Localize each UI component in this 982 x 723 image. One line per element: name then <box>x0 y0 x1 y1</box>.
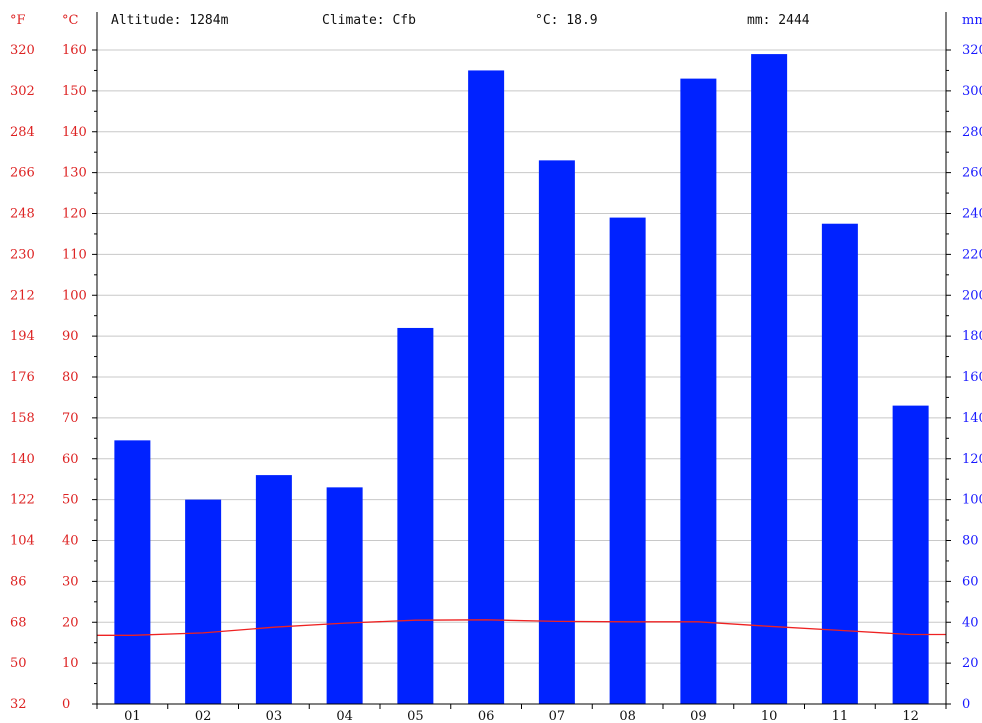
fahrenheit-tick-label: 140 <box>10 452 35 467</box>
celsius-tick-label: 140 <box>62 125 87 140</box>
fahrenheit-tick-label: 212 <box>10 288 35 303</box>
mm-tick-label: 0 <box>962 697 970 712</box>
precipitation-bar <box>326 487 363 704</box>
celsius-tick-label: 80 <box>62 370 79 385</box>
fahrenheit-tick-label: 248 <box>10 207 35 222</box>
fahrenheit-tick-label: 158 <box>10 411 35 426</box>
precipitation-bar <box>185 499 222 704</box>
precipitation-bar <box>892 405 929 704</box>
month-tick-label: 11 <box>832 709 849 723</box>
month-tick-label: 10 <box>761 709 778 723</box>
gridlines <box>97 49 946 664</box>
fahrenheit-tick-label: 230 <box>10 247 35 262</box>
mm-tick-label: 260 <box>962 166 982 181</box>
month-tick-label: 09 <box>690 709 707 723</box>
celsius-tick-label: 130 <box>62 166 87 181</box>
fahrenheit-tick-label: 122 <box>10 493 35 508</box>
celsius-tick-label: 120 <box>62 207 87 222</box>
fahrenheit-tick-label: 176 <box>10 370 35 385</box>
celsius-tick-label: 0 <box>62 697 70 712</box>
mm-tick-label: 120 <box>962 452 982 467</box>
axes <box>92 12 951 709</box>
mm-tick-label: 140 <box>962 411 982 426</box>
month-tick-label: 04 <box>336 709 353 723</box>
fahrenheit-tick-label: 50 <box>10 656 27 671</box>
celsius-unit-label: °C <box>62 13 79 28</box>
precipitation-bar <box>255 475 292 704</box>
fahrenheit-tick-label: 320 <box>10 43 35 58</box>
precipitation-bar <box>680 78 717 705</box>
mm-tick-label: 80 <box>962 534 979 549</box>
celsius-tick-label: 20 <box>62 615 79 630</box>
temperature-line <box>97 619 946 636</box>
celsius-tick-label: 150 <box>62 84 87 99</box>
month-tick-label: 06 <box>478 709 495 723</box>
precipitation-total-text: mm: 2444 <box>747 13 810 28</box>
fahrenheit-tick-label: 86 <box>10 574 27 589</box>
celsius-tick-label: 40 <box>62 534 79 549</box>
celsius-tick-label: 110 <box>62 247 87 262</box>
mm-tick-label: 320 <box>962 43 982 58</box>
month-tick-label: 02 <box>195 709 212 723</box>
mm-tick-label: 60 <box>962 574 979 589</box>
month-tick-label: 07 <box>549 709 566 723</box>
celsius-tick-label: 10 <box>62 656 79 671</box>
precipitation-bar <box>468 70 505 704</box>
precipitation-bar <box>538 160 575 705</box>
climate-text: Climate: Cfb <box>322 13 416 28</box>
fahrenheit-tick-label: 104 <box>10 534 35 549</box>
celsius-tick-label: 70 <box>62 411 79 426</box>
celsius-tick-label: 100 <box>62 288 87 303</box>
mm-tick-label: 20 <box>962 656 979 671</box>
fahrenheit-tick-label: 68 <box>10 615 27 630</box>
precipitation-bar <box>397 327 434 704</box>
celsius-tick-label: 30 <box>62 574 79 589</box>
mm-tick-label: 280 <box>962 125 982 140</box>
mm-tick-label: 300 <box>962 84 982 99</box>
mm-tick-label: 200 <box>962 288 982 303</box>
temperature-average-text: °C: 18.9 <box>535 13 598 28</box>
mm-unit-label: mm <box>962 13 982 28</box>
celsius-tick-label: 60 <box>62 452 79 467</box>
mm-tick-label: 160 <box>962 370 982 385</box>
month-tick-label: 12 <box>902 709 919 723</box>
mm-tick-label: 220 <box>962 247 982 262</box>
celsius-tick-label: 50 <box>62 493 79 508</box>
altitude-text: Altitude: 1284m <box>111 13 229 28</box>
mm-tick-label: 100 <box>962 493 982 508</box>
month-tick-label: 03 <box>266 709 283 723</box>
precipitation-bar <box>821 223 858 704</box>
precipitation-bar <box>609 217 646 704</box>
fahrenheit-tick-label: 284 <box>10 125 35 140</box>
fahrenheit-unit-label: °F <box>10 13 26 28</box>
celsius-tick-label: 90 <box>62 329 79 344</box>
month-tick-label: 05 <box>407 709 424 723</box>
mm-tick-label: 240 <box>962 207 982 222</box>
month-tick-label: 08 <box>619 709 636 723</box>
month-tick-label: 01 <box>124 709 141 723</box>
fahrenheit-tick-label: 32 <box>10 697 27 712</box>
precipitation-bar <box>114 440 151 704</box>
fahrenheit-tick-label: 194 <box>10 329 35 344</box>
mm-tick-label: 180 <box>962 329 982 344</box>
mm-tick-label: 40 <box>962 615 979 630</box>
precipitation-bars <box>114 54 929 705</box>
precipitation-bar <box>751 54 788 704</box>
tick-labels: 0321050206830864010450122601407015880176… <box>10 43 982 723</box>
fahrenheit-tick-label: 302 <box>10 84 35 99</box>
celsius-tick-label: 160 <box>62 43 87 58</box>
fahrenheit-tick-label: 266 <box>10 166 35 181</box>
